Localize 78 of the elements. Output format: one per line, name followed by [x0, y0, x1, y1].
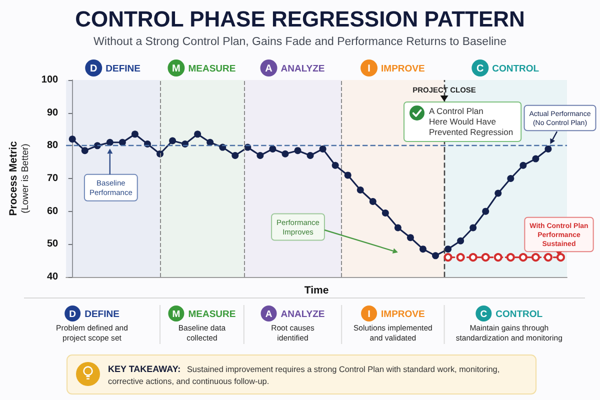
point [531, 253, 540, 262]
point [544, 253, 552, 262]
x-axis-title: Time [304, 284, 329, 296]
point [356, 186, 364, 194]
y-tick-label: 50 [46, 238, 59, 250]
text: DEFINE [84, 309, 120, 320]
point [319, 145, 326, 152]
point [494, 253, 502, 262]
text: C [476, 64, 484, 74]
text: A [265, 309, 272, 320]
y-tick-label: 100 [41, 74, 59, 86]
point [507, 175, 514, 182]
point [556, 253, 565, 262]
point [457, 237, 464, 244]
text: IMPROVE [381, 309, 425, 320]
text: MEASURE [188, 309, 236, 320]
point [344, 172, 352, 179]
point [256, 152, 264, 160]
point [68, 136, 76, 143]
text: DEFINE [106, 63, 140, 74]
point [470, 224, 477, 232]
y-axis-title: Process Metric (Lower is Better) [8, 140, 31, 216]
text: I [368, 64, 371, 74]
chart-subtitle: Without a Strong Control Plan, Gains Fade and Performance Returns to Baseline [94, 36, 506, 48]
point [419, 246, 426, 253]
point [282, 150, 289, 158]
point [332, 162, 339, 169]
point [219, 144, 226, 151]
y-tick-label: 60 [46, 206, 59, 217]
annotation: A Control Plan Here Would Have Prevented Regression [429, 106, 514, 138]
point [81, 147, 88, 154]
text: CONTROL [496, 309, 543, 320]
text: KEY TAKEAWAY: Sustained improvement requires a strong Control Plan with standard work, monitoring, corrective actions, and continuous follow-up. [108, 364, 500, 386]
point [481, 253, 490, 262]
point [394, 224, 402, 232]
point [118, 138, 126, 146]
point [406, 234, 414, 242]
text: C [480, 309, 488, 320]
point [444, 253, 452, 262]
chart-title: CONTROL PHASE REGRESSION PATTERN [75, 6, 525, 32]
text: IMPROVE [381, 63, 425, 74]
point [206, 138, 214, 146]
text: ANALYZE [280, 63, 325, 74]
point [506, 253, 515, 262]
text: A [265, 64, 272, 74]
text: CONTROL [492, 63, 540, 74]
point [544, 145, 552, 152]
text: I [368, 309, 370, 320]
point [269, 145, 276, 152]
point [156, 150, 164, 158]
point [306, 152, 314, 160]
point [382, 209, 389, 216]
text: MEASURE [188, 63, 236, 74]
y-tick-label: 90 [46, 107, 59, 118]
point [482, 208, 490, 215]
y-tick-label: 40 [46, 272, 59, 282]
point [444, 246, 452, 253]
point [468, 253, 478, 262]
point [532, 155, 540, 162]
point [294, 147, 302, 154]
text: D [69, 309, 76, 320]
point [106, 138, 114, 146]
text: ANALYZE [280, 309, 325, 320]
point [494, 190, 502, 197]
point [232, 152, 239, 160]
text: D [90, 64, 98, 74]
point [520, 162, 527, 169]
text: M [172, 64, 180, 74]
y-tick-label: 80 [46, 140, 59, 152]
point [518, 253, 528, 262]
point [456, 253, 465, 262]
point [194, 130, 202, 138]
point [432, 252, 440, 260]
text: M [172, 309, 180, 320]
point [169, 137, 176, 144]
y-tick-label: 70 [46, 173, 59, 184]
point [131, 130, 138, 138]
point [369, 198, 376, 205]
